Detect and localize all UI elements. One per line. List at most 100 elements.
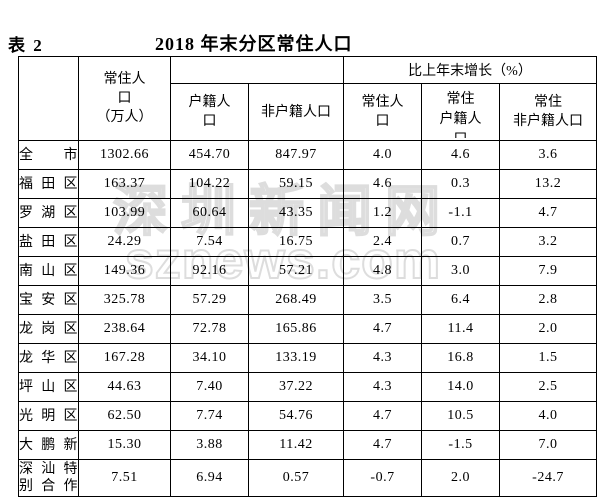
growth-hukou-cell: -1.5: [421, 430, 500, 460]
non-hukou-population-cell: 11.42: [248, 430, 344, 460]
table-row: 盐田区 24.29 7.54 16.75 2.4 0.7 3.2: [18, 227, 598, 257]
growth-non-hukou-cell: 4.0: [498, 401, 598, 431]
district-name-cell: 龙岗区: [18, 314, 79, 344]
resident-population-cell: 325.78: [78, 285, 171, 315]
non-hukou-population-cell: 165.86: [248, 314, 344, 344]
growth-resident-cell: 4.6: [343, 169, 422, 199]
table-row: 大鹏新 15.30 3.88 11.42 4.7 -1.5 7.0: [18, 430, 598, 460]
district-name-cell: 大鹏新: [18, 430, 79, 460]
resident-population-cell: 62.50: [78, 401, 171, 431]
table-number-label: 表 2: [8, 36, 44, 55]
district-name-cell: 光明区: [18, 401, 79, 431]
hukou-population-cell: 7.74: [170, 401, 249, 431]
growth-hukou-cell: 4.6: [421, 140, 500, 170]
hukou-population-cell: 7.54: [170, 227, 249, 257]
district-name-cell: 罗湖区: [18, 198, 79, 228]
district-name-cell: 坪山区: [18, 372, 79, 402]
growth-hukou-cell: 3.0: [421, 256, 500, 286]
growth-hukou-cell: 0.7: [421, 227, 500, 257]
header-row-group: 常住人 口 （万人） 比上年末增长（%）: [18, 56, 598, 141]
table-row: 龙岗区 238.64 72.78 165.86 4.7 11.4 2.0: [18, 314, 598, 344]
non-hukou-population-cell: 54.76: [248, 401, 344, 431]
hukou-population-cell: 34.10: [170, 343, 249, 373]
hukou-population-cell: 104.22: [170, 169, 249, 199]
district-name-cell: 福田区: [18, 169, 79, 199]
table-row: 宝安区 325.78 57.29 268.49 3.5 6.4 2.8: [18, 285, 598, 315]
table-row: 南山区 149.36 92.16 57.21 4.8 3.0 7.9: [18, 256, 598, 286]
growth-non-hukou-cell: 2.0: [498, 314, 598, 344]
growth-resident-cell: 4.8: [343, 256, 422, 286]
district-name-cell: 宝安区: [18, 285, 79, 315]
table-row: 全市 1302.66 454.70 847.97 4.0 4.6 3.6: [18, 140, 598, 170]
growth-non-hukou-cell: 7.9: [498, 256, 598, 286]
growth-non-hukou-cell: 3.2: [498, 227, 598, 257]
hukou-population-cell: 72.78: [170, 314, 249, 344]
growth-non-hukou-cell: 2.8: [498, 285, 598, 315]
growth-non-hukou-cell: 13.2: [498, 169, 598, 199]
growth-resident-cell: 4.7: [343, 401, 422, 431]
resident-population-cell: 103.99: [78, 198, 171, 228]
table-row: 光明区 62.50 7.74 54.76 4.7 10.5 4.0: [18, 401, 598, 431]
growth-hukou-cell: 10.5: [421, 401, 500, 431]
page-title: 2018 年末分区常住人口: [155, 34, 353, 54]
growth-hukou-cell: -1.1: [421, 198, 500, 228]
non-hukou-population-cell: 59.15: [248, 169, 344, 199]
header-growth-hukou-text: 常住 户籍人 口: [439, 91, 482, 138]
table-row: 罗湖区 103.99 60.64 43.35 1.2 -1.1 4.7: [18, 198, 598, 228]
growth-non-hukou-cell: 2.5: [498, 372, 598, 402]
header-growth-hukou: 常住 户籍人 口: [421, 83, 500, 141]
resident-population-cell: 44.63: [78, 372, 171, 402]
hukou-population-cell: 454.70: [170, 140, 249, 170]
resident-population-cell: 238.64: [78, 314, 171, 344]
hukou-population-cell: 3.88: [170, 430, 249, 460]
growth-hukou-cell: 11.4: [421, 314, 500, 344]
header-empty-group: [170, 56, 344, 84]
growth-non-hukou-cell: 3.6: [498, 140, 598, 170]
growth-resident-cell: 1.2: [343, 198, 422, 228]
growth-non-hukou-cell: -24.7: [498, 459, 598, 497]
header-growth-resident: 常住人 口: [343, 83, 422, 141]
growth-resident-cell: 4.3: [343, 372, 422, 402]
growth-hukou-cell: 14.0: [421, 372, 500, 402]
table-row: 坪山区 44.63 7.40 37.22 4.3 14.0 2.5: [18, 372, 598, 402]
header-non-hukou: 非户籍人口: [248, 83, 344, 141]
district-name-cell: 南山区: [18, 256, 79, 286]
resident-population-cell: 167.28: [78, 343, 171, 373]
table-row: 龙华区 167.28 34.10 133.19 4.3 16.8 1.5: [18, 343, 598, 373]
corner-cell: [18, 56, 79, 141]
hukou-population-cell: 6.94: [170, 459, 249, 497]
header-growth-group: 比上年末增长（%）: [342, 56, 598, 84]
table-row: 深汕特 别合作 7.51 6.94 0.57 -0.7 2.0 -24.7: [18, 459, 598, 497]
growth-resident-cell: 4.7: [343, 314, 422, 344]
hukou-population-cell: 7.40: [170, 372, 249, 402]
growth-resident-cell: -0.7: [343, 459, 422, 497]
growth-resident-cell: 4.0: [343, 140, 422, 170]
growth-resident-cell: 4.7: [343, 430, 422, 460]
non-hukou-population-cell: 37.22: [248, 372, 344, 402]
header-hukou: 户籍人 口: [170, 83, 249, 141]
population-table: 常住人 口 （万人） 比上年末增长（%） 户籍人 口 非户籍人口 常住人 口 常…: [18, 56, 598, 497]
hukou-population-cell: 60.64: [170, 198, 249, 228]
hukou-population-cell: 57.29: [170, 285, 249, 315]
growth-resident-cell: 4.3: [343, 343, 422, 373]
non-hukou-population-cell: 57.21: [248, 256, 344, 286]
non-hukou-population-cell: 133.19: [248, 343, 344, 373]
resident-population-cell: 163.37: [78, 169, 171, 199]
district-name-cell: 深汕特 别合作: [18, 459, 79, 497]
non-hukou-population-cell: 43.35: [248, 198, 344, 228]
resident-population-cell: 24.29: [78, 227, 171, 257]
non-hukou-population-cell: 16.75: [248, 227, 344, 257]
header-resident-population: 常住人 口 （万人）: [78, 56, 171, 141]
resident-population-cell: 149.36: [78, 256, 171, 286]
hukou-population-cell: 92.16: [170, 256, 249, 286]
growth-hukou-cell: 16.8: [421, 343, 500, 373]
header-row-sub: 户籍人 口 非户籍人口 常住人 口 常住 户籍人 口 常住 非户籍人口: [19, 83, 598, 141]
district-name-cell: 盐田区: [18, 227, 79, 257]
non-hukou-population-cell: 268.49: [248, 285, 344, 315]
growth-non-hukou-cell: 7.0: [498, 430, 598, 460]
growth-non-hukou-cell: 4.7: [498, 198, 598, 228]
growth-non-hukou-cell: 1.5: [498, 343, 598, 373]
growth-resident-cell: 2.4: [343, 227, 422, 257]
growth-resident-cell: 3.5: [343, 285, 422, 315]
district-name-cell: 全市: [18, 140, 79, 170]
